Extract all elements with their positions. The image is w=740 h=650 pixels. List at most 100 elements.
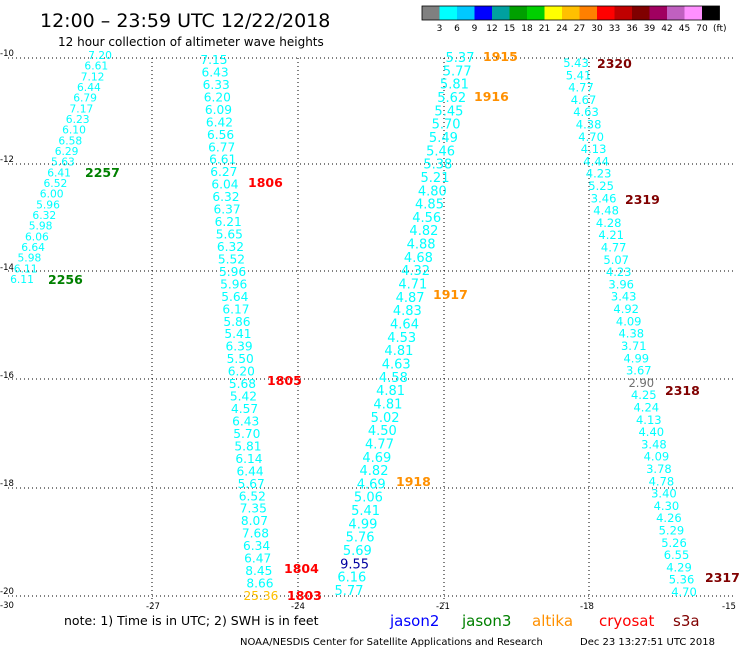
wave-height-label: 8.66: [246, 577, 273, 591]
wave-height-label: 4.57: [231, 402, 258, 416]
legend-tick-label: 15: [504, 24, 515, 34]
wave-height-label: 7.20: [88, 49, 112, 62]
wave-height-label: 4.77: [365, 437, 394, 452]
wave-height-label: 3.43: [611, 290, 637, 304]
legend-tick-label: 27: [574, 24, 585, 34]
wave-height-label: 4.88: [407, 238, 436, 253]
satellite-name-label: jason3: [461, 612, 511, 630]
wave-height-label: 5.86: [223, 315, 250, 329]
pass-time-label: 2317: [705, 570, 740, 585]
lat-tick-label: -18: [0, 479, 14, 489]
wave-height-label: 6.17: [222, 302, 249, 316]
wave-height-label: 5.21: [421, 171, 450, 186]
wave-height-label: 4.38: [576, 118, 602, 132]
legend-swatch: [614, 6, 632, 20]
wave-height-label: 5.06: [354, 491, 383, 506]
legend-swatch: [474, 6, 492, 20]
wave-height-label: 4.13: [636, 413, 662, 427]
wave-height-label: 4.23: [606, 265, 632, 279]
wave-height-label: 6.16: [337, 571, 366, 586]
wave-height-label: 5.77: [335, 584, 364, 599]
wave-height-label: 6.55: [664, 548, 690, 562]
wave-height-label: 5.46: [426, 144, 455, 159]
wave-height-label: 5.65: [216, 228, 243, 242]
lon-tick-label: -18: [580, 602, 594, 612]
pass-time-label: 2257: [85, 165, 120, 180]
pass-time-label: 2320: [597, 56, 632, 71]
wave-height-label: 8.07: [241, 514, 268, 528]
wave-height-label: 6.06: [25, 230, 49, 243]
satellite-name-label: altika: [532, 612, 573, 630]
wave-height-label: 6.43: [202, 66, 229, 80]
wave-height-label: 3.48: [641, 437, 667, 451]
pass-time-label: 1805: [267, 373, 302, 388]
wave-height-label: 4.40: [638, 425, 664, 439]
wave-height-label: 4.53: [387, 331, 416, 346]
wave-height-label: 4.70: [671, 585, 697, 599]
wave-height-label: 4.48: [593, 204, 619, 218]
wave-height-label: 5.52: [218, 252, 245, 266]
pass-time-label: 1918: [396, 474, 431, 489]
wave-height-label: 7.12: [81, 70, 105, 83]
lon-tick-label: -24: [291, 602, 305, 612]
page-title: 12:00 – 23:59 UTC 12/22/2018: [40, 10, 330, 32]
wave-height-label: 2.90: [628, 376, 654, 390]
wave-height-label: 6.00: [40, 188, 64, 201]
wave-height-label: 5.07: [603, 253, 629, 267]
wave-height-label: 4.68: [404, 251, 433, 266]
pass-time-label: 1806: [248, 175, 283, 190]
legend-swatch: [457, 6, 475, 20]
wave-height-label: 4.63: [382, 358, 411, 373]
wave-height-label: 5.41: [351, 504, 380, 519]
lat-tick-label: -20: [0, 587, 14, 597]
lat-tick-label: -14: [0, 263, 14, 273]
wave-height-label: 7.15: [200, 53, 227, 67]
wave-height-label: 5.36: [669, 573, 695, 587]
wave-height-label: 4.99: [623, 351, 649, 365]
wave-height-label: 6.04: [211, 178, 238, 192]
pass-time-label: 2319: [625, 192, 660, 207]
wave-height-label: 7.35: [240, 502, 267, 516]
pass-time-label: 1803: [287, 588, 322, 603]
wave-height-label: 4.81: [376, 384, 405, 399]
wave-height-label: 5.42: [230, 390, 257, 404]
legend-swatch: [667, 6, 685, 20]
wave-height-label: 6.64: [21, 241, 45, 254]
altimeter-track: 5.375.775.815.625.455.705.495.465.385.21…: [335, 49, 518, 599]
wave-height-label: 4.28: [596, 216, 622, 230]
wave-height-label: 5.45: [434, 104, 463, 119]
wave-height-label: 4.58: [379, 371, 408, 386]
wave-height-label: 5.96: [219, 265, 246, 279]
legend-tick-label: 6: [454, 24, 460, 34]
wave-height-label: 4.56: [412, 211, 441, 226]
wave-height-label: 7.17: [70, 102, 94, 115]
pass-time-label: 1916: [474, 89, 509, 104]
wave-height-label: 6.14: [235, 452, 262, 466]
wave-height-label: 3.96: [608, 277, 634, 291]
wave-height-label: 5.49: [429, 131, 458, 146]
wave-height-label: 4.25: [631, 388, 657, 402]
legend-tick-label: 24: [556, 24, 568, 34]
lat-tick-label: -30: [0, 601, 14, 611]
wave-height-label: 5.81: [234, 439, 261, 453]
footer-timestamp: Dec 23 13:27:51 UTC 2018: [580, 637, 715, 648]
wave-height-label: 5.43: [563, 56, 589, 70]
wave-height-label: 5.37: [446, 51, 475, 66]
legend-tick-label: 39: [644, 24, 656, 34]
page-subtitle: 12 hour collection of altimeter wave hei…: [58, 35, 324, 49]
wave-height-label: 4.21: [598, 228, 624, 242]
legend-tick-label: 33: [609, 24, 620, 34]
wave-height-label: 6.32: [212, 190, 239, 204]
wave-height-label: 25.36: [244, 589, 279, 603]
legend-swatch: [422, 6, 440, 20]
wave-height-label: 4.83: [393, 304, 422, 319]
wave-height-label: 4.50: [368, 424, 397, 439]
wave-height-label: 6.37: [214, 203, 241, 217]
wave-height-label: 6.32: [32, 209, 56, 222]
lat-tick-label: -16: [0, 371, 14, 381]
wave-height-label: 6.43: [232, 415, 259, 429]
wave-height-label: 3.78: [646, 462, 672, 476]
wave-height-label: 5.70: [432, 118, 461, 133]
legend-tick-label: 21: [539, 24, 550, 34]
wave-height-label: 6.34: [243, 539, 270, 553]
